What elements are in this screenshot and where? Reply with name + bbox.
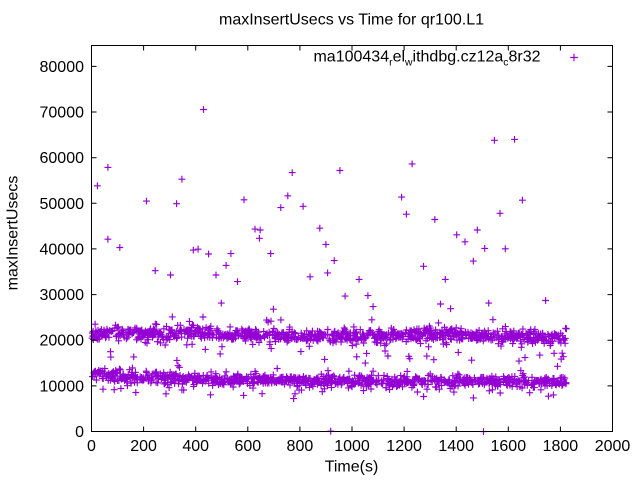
svg-text:60000: 60000 [40,150,85,167]
svg-text:0: 0 [87,438,96,455]
svg-text:70000: 70000 [40,105,85,122]
svg-text:600: 600 [234,438,261,455]
svg-text:200: 200 [130,438,157,455]
svg-text:2000: 2000 [595,438,631,455]
svg-text:1200: 1200 [386,438,422,455]
svg-text:maxInsertUsecs vs Time for qr1: maxInsertUsecs vs Time for qr100.L1 [219,12,484,29]
svg-text:40000: 40000 [40,241,85,258]
svg-text:ma100434relwithdbg.cz12ac8r32: ma100434relwithdbg.cz12ac8r32 [313,49,540,69]
svg-text:10000: 10000 [40,378,85,395]
svg-text:1400: 1400 [438,438,474,455]
svg-text:Time(s): Time(s) [325,459,379,476]
svg-text:20000: 20000 [40,333,85,350]
svg-text:0: 0 [75,424,84,441]
svg-text:1800: 1800 [543,438,579,455]
svg-text:80000: 80000 [40,59,85,76]
svg-text:maxInsertUsecs: maxInsertUsecs [5,176,22,291]
svg-text:800: 800 [287,438,314,455]
svg-text:50000: 50000 [40,196,85,213]
svg-text:400: 400 [182,438,209,455]
svg-text:1000: 1000 [334,438,370,455]
svg-text:30000: 30000 [40,287,85,304]
svg-text:1600: 1600 [491,438,527,455]
